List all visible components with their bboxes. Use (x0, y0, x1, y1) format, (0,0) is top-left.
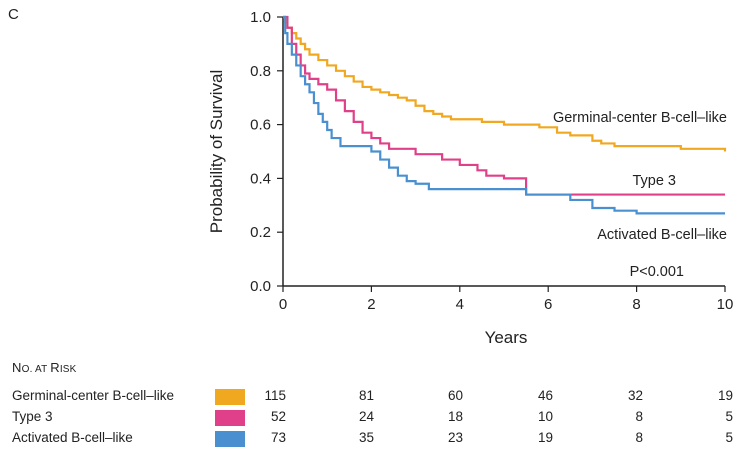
x-tick-label: 10 (717, 296, 734, 313)
risk-count: 73 (270, 430, 286, 445)
y-tick-label: 0.0 (250, 278, 271, 295)
risk-count: 8 (635, 430, 643, 445)
x-tick-label: 2 (367, 296, 375, 313)
risk-count: 35 (358, 430, 374, 445)
survival-chart: 0.0 0.2 0.4 0.6 0.8 1.0 0 2 4 6 8 10 Years Probabilit… (207, 9, 734, 347)
risk-count: 52 (270, 409, 286, 424)
risk-row-swatch (215, 389, 245, 405)
survival-curve-1 (283, 15, 725, 196)
risk-row-swatch (215, 431, 245, 447)
x-tick-label: 0 (279, 296, 287, 313)
x-tick-label: 4 (456, 296, 464, 313)
x-tick-label: 8 (632, 296, 640, 313)
p-value-annotation: P<0.001 (630, 264, 684, 280)
risk-title-o-at: O. AT (21, 364, 51, 375)
y-axis-label: Probability of Survival (207, 70, 226, 233)
risk-count: 115 (264, 388, 286, 403)
risk-count: 19 (537, 430, 553, 445)
risk-row-label: Type 3 (12, 409, 53, 424)
risk-title-r: R (50, 360, 60, 375)
survival-curve-0 (283, 15, 727, 152)
risk-count: 23 (447, 430, 463, 445)
y-tick-label: 1.0 (250, 9, 271, 26)
risk-count: 5 (725, 409, 733, 424)
risk-count: 8 (635, 409, 643, 424)
risk-row-label: Activated B-cell–like (12, 430, 133, 445)
risk-count: 32 (627, 388, 643, 403)
survival-curve-2 (283, 15, 725, 215)
risk-title-n: N (12, 360, 22, 375)
risk-count: 18 (447, 409, 463, 424)
series-label-1: Type 3 (632, 173, 676, 189)
risk-title-isk: ISK (59, 364, 77, 375)
y-tick-label: 0.4 (250, 170, 271, 187)
x-tick-label: 6 (544, 296, 552, 313)
risk-row-label: Germinal-center B-cell–like (12, 388, 175, 403)
risk-count: 5 (725, 430, 733, 445)
x-axis-label: Years (485, 328, 528, 347)
risk-count: 46 (537, 388, 553, 403)
risk-count: 19 (717, 388, 733, 403)
series-label-2: Activated B-cell–like (597, 227, 727, 243)
y-tick-label: 0.2 (250, 224, 271, 241)
risk-count: 60 (447, 388, 463, 403)
risk-count: 24 (358, 409, 374, 424)
risk-count: 81 (358, 388, 374, 403)
risk-row-swatch (215, 410, 245, 426)
y-tick-label: 0.6 (250, 117, 271, 134)
risk-table-title: NO. AT RISK (12, 360, 77, 375)
panel-letter: C (8, 6, 19, 23)
y-tick-label: 0.8 (250, 63, 271, 80)
series-label-0: Germinal-center B-cell–like (553, 110, 727, 126)
risk-count: 10 (537, 409, 553, 424)
